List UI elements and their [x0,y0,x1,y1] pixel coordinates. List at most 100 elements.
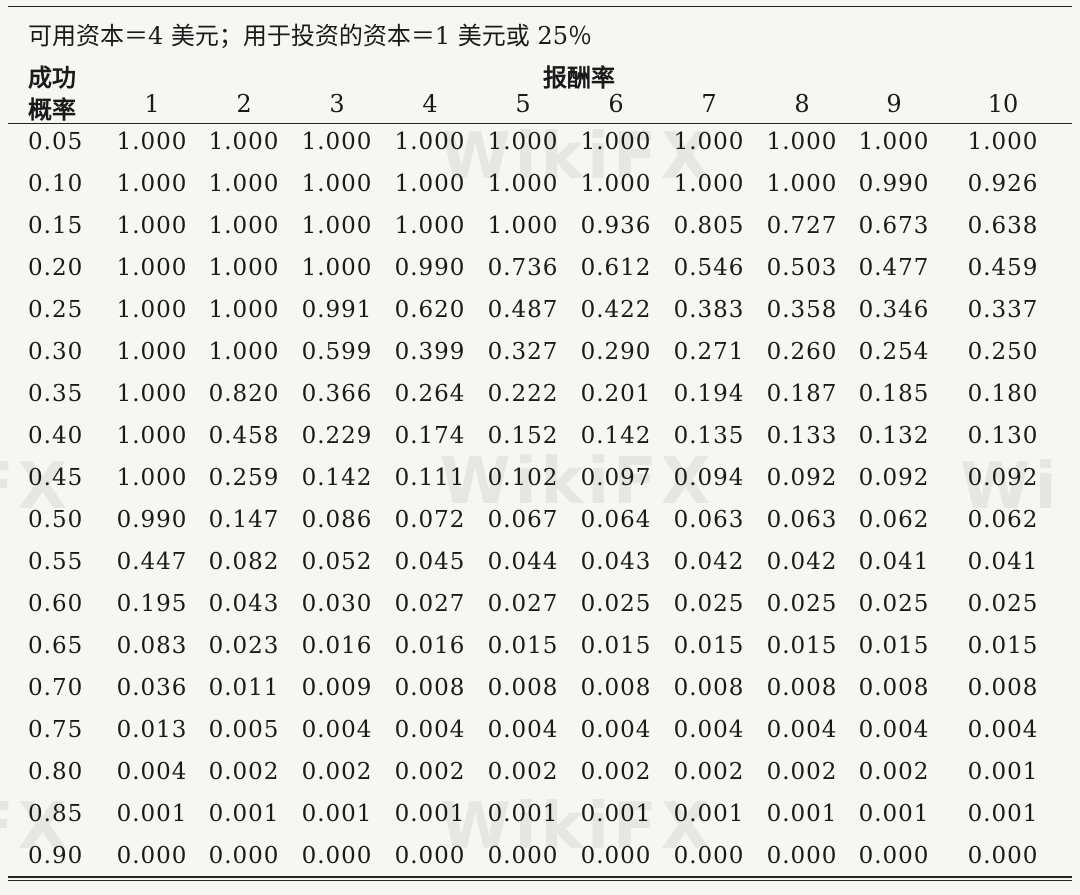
value-cell: 0.044 [487,549,559,575]
value-cell: 0.067 [487,507,559,533]
value-cell: 0.337 [967,297,1039,323]
value-cell: 0.201 [580,381,652,407]
probability-cell: 0.15 [28,213,84,239]
value-cell: 0.447 [116,549,188,575]
table-row: 0.25 1.000 1.000 0.991 0.620 0.487 0.422 0.383 0… [0,294,1080,336]
value-cell: 0.000 [487,843,559,869]
value-cell: 0.736 [487,255,559,281]
value-cell: 0.025 [858,591,930,617]
value-cell: 1.000 [116,213,188,239]
value-cell: 0.133 [766,423,838,449]
table-row: 0.45 1.000 0.259 0.142 0.111 0.102 0.097 0.094 0… [0,462,1080,504]
probability-cell: 0.90 [28,843,84,869]
column-header: 8 [794,90,810,118]
value-cell: 0.132 [858,423,930,449]
value-cell: 0.008 [766,675,838,701]
header-rule [8,123,1072,124]
value-cell: 0.222 [487,381,559,407]
value-cell: 0.102 [487,465,559,491]
value-cell: 1.000 [766,171,838,197]
value-cell: 0.673 [858,213,930,239]
value-cell: 0.094 [673,465,745,491]
value-cell: 0.459 [967,255,1039,281]
value-cell: 1.000 [116,339,188,365]
value-cell: 1.000 [673,129,745,155]
value-cell: 0.086 [301,507,373,533]
value-cell: 1.000 [967,129,1039,155]
column-header-row: 1 2 3 4 5 6 7 8 9 10 [0,90,1080,122]
value-cell: 0.926 [967,171,1039,197]
value-cell: 0.599 [301,339,373,365]
value-cell: 0.000 [673,843,745,869]
value-cell: 0.062 [967,507,1039,533]
value-cell: 0.638 [967,213,1039,239]
probability-cell: 0.35 [28,381,84,407]
value-cell: 0.004 [580,717,652,743]
value-cell: 0.036 [116,675,188,701]
value-cell: 0.002 [580,759,652,785]
value-cell: 0.008 [967,675,1039,701]
value-cell: 0.147 [208,507,280,533]
value-cell: 0.025 [673,591,745,617]
value-cell: 0.383 [673,297,745,323]
table-body: 0.05 1.000 1.000 1.000 1.000 1.000 1.000 1.000 1… [0,126,1080,882]
value-cell: 0.072 [394,507,466,533]
value-cell: 0.399 [394,339,466,365]
value-cell: 0.025 [766,591,838,617]
value-cell: 0.004 [858,717,930,743]
column-header: 10 [987,90,1019,118]
value-cell: 1.000 [394,171,466,197]
value-cell: 0.004 [766,717,838,743]
column-header: 1 [144,90,160,118]
value-cell: 0.254 [858,339,930,365]
value-cell: 1.000 [116,255,188,281]
value-cell: 0.025 [580,591,652,617]
value-cell: 0.097 [580,465,652,491]
value-cell: 0.805 [673,213,745,239]
value-cell: 0.990 [116,507,188,533]
value-cell: 1.000 [301,129,373,155]
probability-cell: 0.85 [28,801,84,827]
value-cell: 0.346 [858,297,930,323]
value-cell: 0.000 [394,843,466,869]
value-cell: 0.016 [394,633,466,659]
value-cell: 1.000 [208,171,280,197]
value-cell: 0.004 [673,717,745,743]
row-header-line2: 概率 [28,95,76,124]
value-cell: 0.000 [766,843,838,869]
value-cell: 0.092 [858,465,930,491]
value-cell: 0.004 [487,717,559,743]
value-cell: 0.366 [301,381,373,407]
value-cell: 0.820 [208,381,280,407]
value-cell: 0.013 [116,717,188,743]
value-cell: 0.001 [487,801,559,827]
value-cell: 0.271 [673,339,745,365]
value-cell: 1.000 [116,171,188,197]
value-cell: 1.000 [487,129,559,155]
value-cell: 0.000 [967,843,1039,869]
value-cell: 0.936 [580,213,652,239]
value-cell: 1.000 [766,129,838,155]
value-cell: 0.030 [301,591,373,617]
bottom-rule [8,876,1072,878]
probability-cell: 0.60 [28,591,84,617]
value-cell: 0.015 [673,633,745,659]
value-cell: 0.082 [208,549,280,575]
value-cell: 0.027 [487,591,559,617]
value-cell: 1.000 [580,129,652,155]
value-cell: 0.041 [858,549,930,575]
value-cell: 0.004 [301,717,373,743]
column-header: 5 [515,90,531,118]
value-cell: 0.458 [208,423,280,449]
value-cell: 1.000 [301,255,373,281]
value-cell: 1.000 [116,297,188,323]
value-cell: 0.990 [394,255,466,281]
value-cell: 0.001 [301,801,373,827]
value-cell: 0.001 [673,801,745,827]
column-group-label: 报酬率 [543,63,615,92]
table-row: 0.70 0.036 0.011 0.009 0.008 0.008 0.008 0.008 0… [0,672,1080,714]
value-cell: 0.259 [208,465,280,491]
value-cell: 0.000 [116,843,188,869]
value-cell: 0.185 [858,381,930,407]
probability-cell: 0.55 [28,549,84,575]
